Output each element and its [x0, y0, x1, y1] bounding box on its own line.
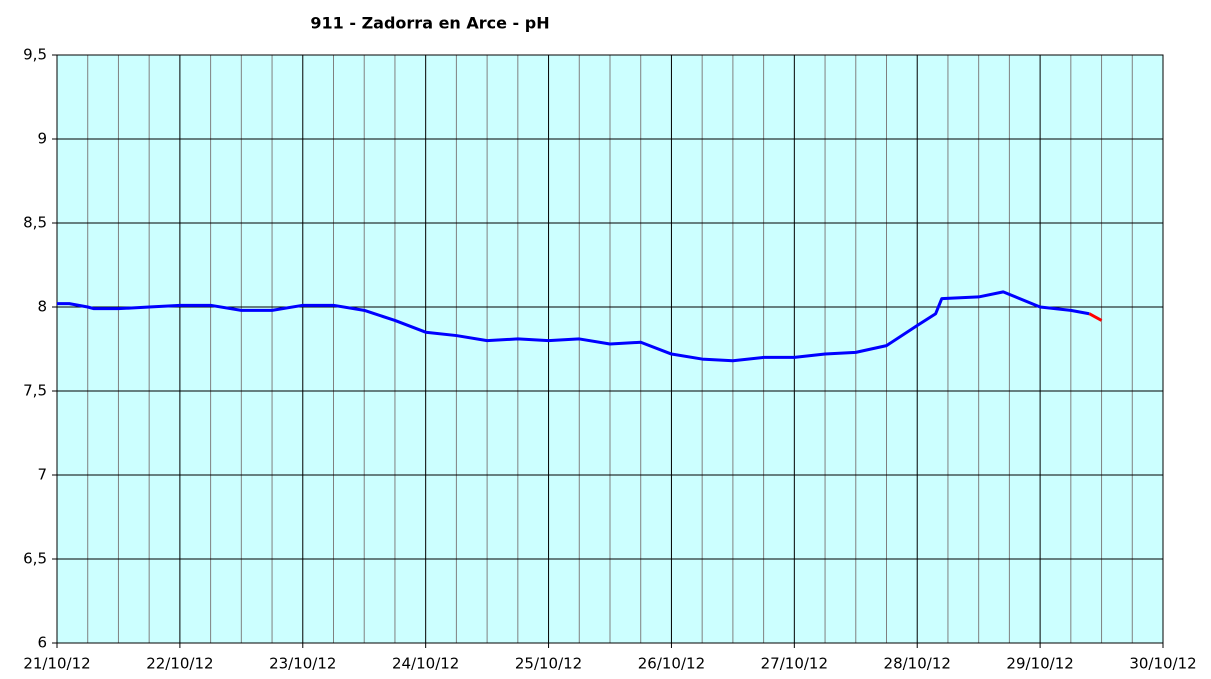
plot-border: [56, 54, 1164, 644]
x-tick-label: 22/10/12: [146, 655, 213, 673]
y-tick-label: 7: [37, 466, 47, 484]
y-tick-label: 8: [37, 298, 47, 316]
y-tick-label: 7,5: [23, 382, 47, 400]
data-line: [1088, 312, 1103, 322]
x-tick-label: 27/10/12: [761, 655, 828, 673]
x-tick-label: 29/10/12: [1006, 655, 1073, 673]
x-tick-label: 26/10/12: [638, 655, 705, 673]
data-line: [57, 290, 1090, 363]
x-tick-label: 28/10/12: [884, 655, 951, 673]
y-tick-label: 9: [37, 130, 47, 148]
x-tick-label: 25/10/12: [515, 655, 582, 673]
chart-title: 911 - Zadorra en Arce - pH: [310, 14, 549, 33]
x-tick-label: 30/10/12: [1129, 655, 1196, 673]
x-tick-label: 21/10/12: [23, 655, 90, 673]
y-tick-label: 6: [37, 634, 47, 652]
y-tick-label: 6,5: [23, 550, 47, 568]
x-tick-label: 23/10/12: [269, 655, 336, 673]
x-tick-label: 24/10/12: [392, 655, 459, 673]
y-tick-label: 9,5: [23, 46, 47, 64]
y-tick-label: 8,5: [23, 214, 47, 232]
